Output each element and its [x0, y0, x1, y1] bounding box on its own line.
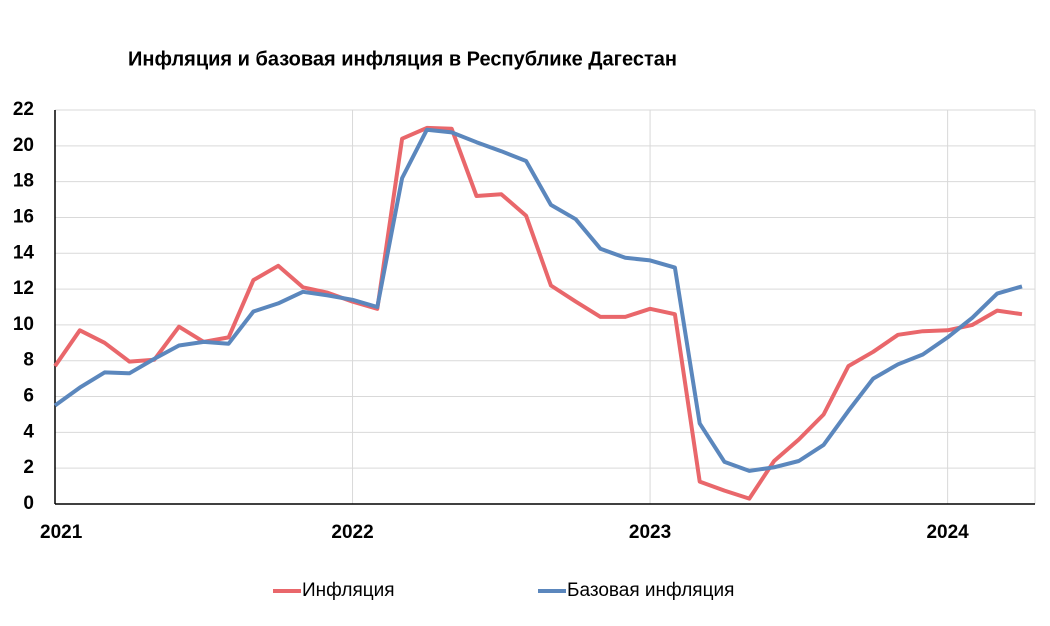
y-tick-label: 18: [13, 171, 34, 192]
y-tick-label: 16: [13, 206, 34, 227]
y-tick-label: 0: [23, 493, 34, 514]
series-line: [53, 125, 1023, 501]
y-tick-label: 22: [13, 99, 34, 120]
legend-label: Базовая инфляция: [567, 580, 734, 601]
x-tick-label: 2023: [629, 522, 671, 543]
y-tick-label: 8: [23, 350, 34, 371]
y-tick-label: 12: [13, 278, 34, 299]
x-tick-label: 2021: [40, 522, 83, 543]
y-tick-label: 2: [23, 457, 34, 478]
x-tick-label: 2024: [926, 522, 969, 543]
chart-title: Инфляция и базовая инфляция в Республике…: [128, 48, 677, 70]
y-tick-label: 10: [13, 314, 34, 335]
y-tick-label: 20: [13, 135, 34, 156]
y-tick-label: 14: [13, 242, 35, 263]
x-tick-label: 2022: [331, 522, 373, 543]
legend-label: Инфляция: [302, 580, 395, 601]
y-tick-label: 6: [23, 386, 34, 407]
series-line: [53, 127, 1023, 473]
y-tick-label: 4: [23, 421, 34, 442]
